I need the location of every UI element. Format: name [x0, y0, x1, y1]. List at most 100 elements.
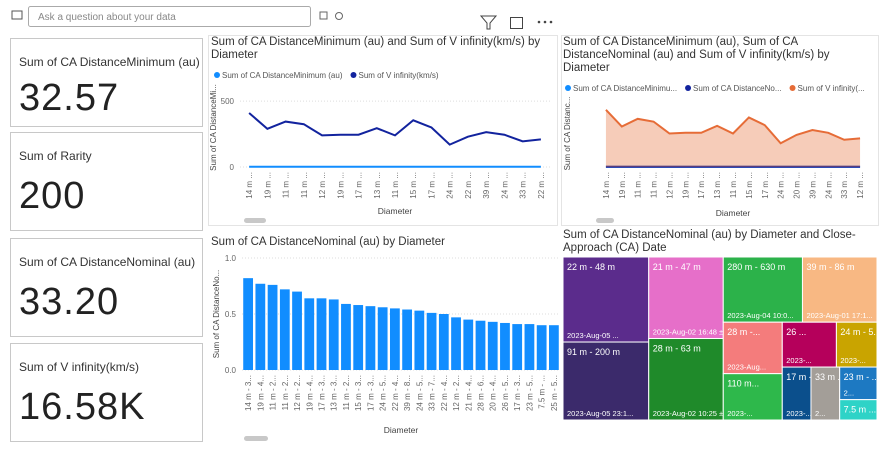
scrollbar — [244, 218, 266, 223]
x-tick-label: 12 m ... — [665, 172, 674, 199]
treemap-cell — [722, 321, 783, 375]
more-icon[interactable] — [537, 20, 553, 24]
x-tick-label: 23 m - 5... — [525, 375, 534, 411]
qa-button[interactable] — [319, 11, 328, 20]
settings-icon[interactable] — [335, 12, 343, 20]
bar — [267, 284, 278, 370]
bar — [512, 324, 523, 370]
cell-label: 28 m -... — [727, 327, 760, 337]
kpi-label: Sum of Rarity — [19, 149, 92, 163]
x-tick-label: 13 m ... — [373, 172, 382, 199]
bar — [389, 308, 400, 370]
bar — [341, 303, 351, 370]
treemap-cell — [835, 321, 878, 368]
treemap-cell — [722, 373, 783, 421]
x-tick-label: 24 m ... — [446, 172, 455, 199]
x-tick-label: 24 m ... — [500, 172, 509, 199]
kpi-value: 200 — [19, 175, 86, 217]
cell-detail: 2023-... — [786, 356, 811, 365]
x-axis-title: Diameter — [378, 206, 413, 216]
legend-swatch — [565, 85, 571, 91]
bar — [500, 322, 510, 370]
x-tick-label: 12 m ... — [318, 172, 327, 199]
cell-label: 28 m - 63 m — [653, 344, 701, 354]
scrollbar — [596, 218, 614, 223]
x-tick-label: 15 m - 3... — [354, 375, 363, 411]
qa-icon — [11, 10, 23, 20]
x-tick-label: 11 m - 2... — [342, 375, 351, 410]
treemap-cell — [801, 256, 878, 323]
treemap-cell — [562, 341, 650, 421]
treemap-cell — [839, 399, 878, 421]
area-panel — [561, 35, 879, 226]
scrollbar — [244, 436, 268, 441]
x-tick-label: 12 m ... — [856, 172, 865, 199]
kpi-card: Sum of V infinity(km/s) 16.58K — [10, 343, 203, 442]
x-tick-label: 17 m - 3... — [513, 375, 522, 411]
treemap-cell — [781, 321, 837, 368]
focus-icon[interactable] — [510, 17, 523, 29]
cell-detail: 2023-... — [786, 409, 811, 418]
bar — [524, 324, 535, 370]
x-tick-label: 17 m ... — [427, 172, 436, 199]
cell-label: 33 m ... — [815, 372, 845, 382]
kpi-value: 33.20 — [19, 281, 120, 323]
x-tick-label: 11 m ... — [391, 172, 400, 198]
legend-swatch — [214, 72, 220, 78]
cell-detail: 2... — [815, 409, 825, 418]
x-tick-label: 11 m ... — [300, 172, 309, 198]
bar — [475, 320, 486, 370]
bar — [255, 283, 266, 370]
cell-labels: 7.5 m ... — [844, 405, 877, 415]
cell-labels: 110 m... 2023-... — [727, 379, 759, 418]
y-axis-title: Sum of CA DistanceMi... — [209, 84, 218, 171]
x-tick-label: 17 m - 3... — [318, 375, 327, 411]
x-tick-label: 24 m ... — [824, 172, 833, 199]
kpi-label: Sum of CA DistanceMinimum (au) — [19, 55, 200, 69]
y-tick-label: 500 — [221, 97, 235, 106]
bar — [328, 299, 339, 370]
cell-detail: 2... — [844, 389, 854, 398]
cell-label: 39 m - 86 m — [806, 262, 854, 272]
x-tick-label: 24 m ... — [777, 172, 786, 199]
x-tick-label: 12 m - 2... — [293, 375, 302, 411]
legend-swatch — [685, 85, 692, 91]
x-tick-label: 17 m ... — [761, 172, 770, 199]
qa-placeholder: Ask a question about your data — [38, 12, 176, 23]
cell-detail: 2023-Aug-02 16:48 ± 00:10 — [653, 328, 744, 337]
legend-label: Sum of CA DistanceMinimum (au) — [222, 71, 343, 80]
x-tick-label: 33 m ... — [840, 172, 849, 199]
treemap-cell — [781, 366, 812, 421]
x-tick-label: 17 m - 3... — [366, 375, 375, 411]
bar — [463, 319, 474, 370]
legend-label: Sum of V infinity(... — [798, 84, 865, 93]
x-tick-label: 39 m ... — [482, 172, 491, 199]
bar — [426, 312, 437, 370]
filter-icon[interactable] — [479, 15, 498, 30]
x-tick-label: 13 m ... — [713, 172, 722, 199]
cell-detail: 2023-Aug-05 ... — [567, 331, 619, 340]
cell-labels: 28 m - 63 m 2023-Aug-02 10:25 ± < 00:01 — [653, 344, 724, 419]
x-tick-label: 11 m - 2... — [269, 375, 278, 410]
qa-box[interactable] — [28, 6, 311, 27]
line — [248, 112, 541, 146]
x-tick-label: 11 m - 2... — [281, 375, 290, 410]
cell-label: 7.5 m ... — [844, 405, 877, 415]
chart-title: Sum of CA DistanceNominal (au) by Diamet… — [563, 229, 856, 254]
x-tick-label: 24 m - 5... — [415, 375, 424, 411]
legend-label: Sum of V infinity(km/s) — [358, 71, 438, 80]
bar — [365, 306, 376, 370]
cell-label: 91 m - 200 m — [567, 347, 620, 357]
cell-labels: 21 m - 47 m 2023-Aug-02 16:48 ± 00:10 — [653, 262, 744, 337]
cell-labels: 24 m - 5... 2023-... — [840, 327, 877, 365]
x-tick-label: 22 m - 4... — [440, 375, 449, 411]
legend-swatch — [789, 85, 796, 91]
kpi-label: Sum of CA DistanceNominal (au) — [19, 255, 196, 269]
toolbar: Ask a question about your data — [11, 6, 553, 30]
cell-labels: 23 m - ... 2... — [844, 372, 877, 398]
cell-labels: 17 m - 3... 2023-... — [786, 372, 811, 418]
x-tick-label: 15 m ... — [409, 172, 418, 199]
cell-label: 110 m... — [727, 379, 759, 389]
kpi-card: Sum of CA DistanceMinimum (au) 32.57 — [10, 38, 203, 127]
bar — [438, 314, 449, 370]
